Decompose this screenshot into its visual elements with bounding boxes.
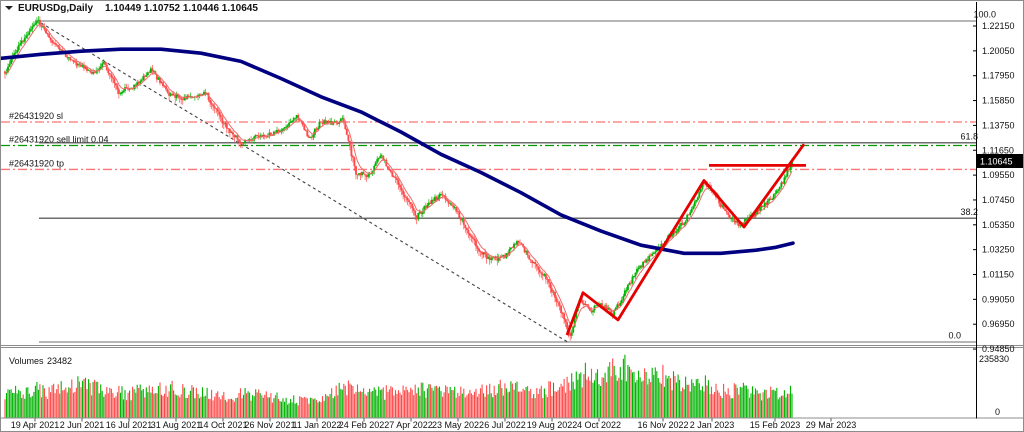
fib-level-label: 100.0 xyxy=(973,10,996,20)
date-axis-label[interactable]: 6 Jul 2022 xyxy=(484,420,526,430)
volume-scale-min: 0 xyxy=(995,407,1000,417)
date-axis-label[interactable]: 16 Jul 2021 xyxy=(106,420,153,430)
price-axis-label: 1.13750 xyxy=(982,120,1015,130)
price-axis-label: 1.17950 xyxy=(982,71,1015,81)
price-axis-label: 1.05350 xyxy=(982,220,1015,230)
price-axis-label: 1.01150 xyxy=(982,270,1014,280)
date-axis-label[interactable]: 15 Feb 2023 xyxy=(750,420,801,430)
ma-fast-line xyxy=(4,24,793,328)
date-axis-label[interactable]: 7 Apr 2022 xyxy=(389,420,433,430)
current-price-value: 1.10645 xyxy=(980,157,1013,167)
date-axis-label[interactable]: 31 Aug 2021 xyxy=(151,420,202,430)
date-axis-label[interactable]: 4 Oct 2022 xyxy=(577,420,621,430)
price-axis-label: 1.15850 xyxy=(982,96,1015,106)
descending-trendline xyxy=(40,22,569,343)
price-axis-label: 1.07450 xyxy=(982,195,1015,205)
date-axis-label[interactable]: 23 May 2022 xyxy=(432,420,484,430)
volume-bars-down xyxy=(4,358,790,418)
date-axis-label[interactable]: 19 Aug 2022 xyxy=(527,420,578,430)
zigzag-trendline xyxy=(565,143,806,336)
price-axis-label: 0.94850 xyxy=(982,344,1015,354)
date-axis-label[interactable]: 2 Jan 2023 xyxy=(690,420,735,430)
ma-slow-line xyxy=(1,47,795,256)
fib-level-label: 38.2 xyxy=(960,207,978,217)
price-axis-label: 1.03250 xyxy=(982,245,1015,255)
volume-indicator-label: Volumes xyxy=(9,356,44,366)
date-axis-label[interactable]: 24 Feb 2022 xyxy=(339,420,390,430)
chart-title-symbol: EURUSDg,Daily xyxy=(18,3,93,14)
price-axis-label: 1.22150 xyxy=(982,21,1015,31)
price-axis-label: 1.11650 xyxy=(982,145,1014,155)
order-label: #26431920 tp xyxy=(9,158,64,168)
date-axis-label[interactable]: 16 Nov 2022 xyxy=(637,420,688,430)
volume-scale-max: 235830 xyxy=(979,354,1009,364)
price-axis-label: 1.20050 xyxy=(982,46,1015,56)
order-label: #26431920 sl xyxy=(9,111,63,121)
date-axis-label[interactable]: 26 Nov 2021 xyxy=(244,420,295,430)
volume-indicator-value: 23482 xyxy=(47,356,72,366)
price-axis-label: 0.99050 xyxy=(982,294,1015,304)
fib-level-label: 61.8 xyxy=(960,131,978,141)
chart-title-ohlc: 1.10449 1.10752 1.10446 1.10645 xyxy=(105,3,258,14)
candle-wicks-up xyxy=(6,16,793,339)
current-price-box: 1.10645 xyxy=(977,154,1023,168)
volume-bars-up xyxy=(5,354,793,418)
fib-level-label: 0.0 xyxy=(948,330,961,340)
date-axis-label[interactable]: 14 Oct 2021 xyxy=(198,420,247,430)
date-axis-label[interactable]: 29 Mar 2023 xyxy=(806,420,857,430)
order-label: #26431920 sell limit 0.04 xyxy=(9,135,109,145)
price-axis-label: 1.09550 xyxy=(982,170,1015,180)
symbol-dropdown-icon[interactable] xyxy=(5,6,13,10)
date-axis-label[interactable]: 11 Jan 2022 xyxy=(293,420,342,430)
date-axis-label[interactable]: 19 Apr 2021 xyxy=(11,420,60,430)
price-axis-label: 0.96950 xyxy=(982,319,1015,329)
date-axis-label[interactable]: 2 Jun 2021 xyxy=(60,420,105,430)
